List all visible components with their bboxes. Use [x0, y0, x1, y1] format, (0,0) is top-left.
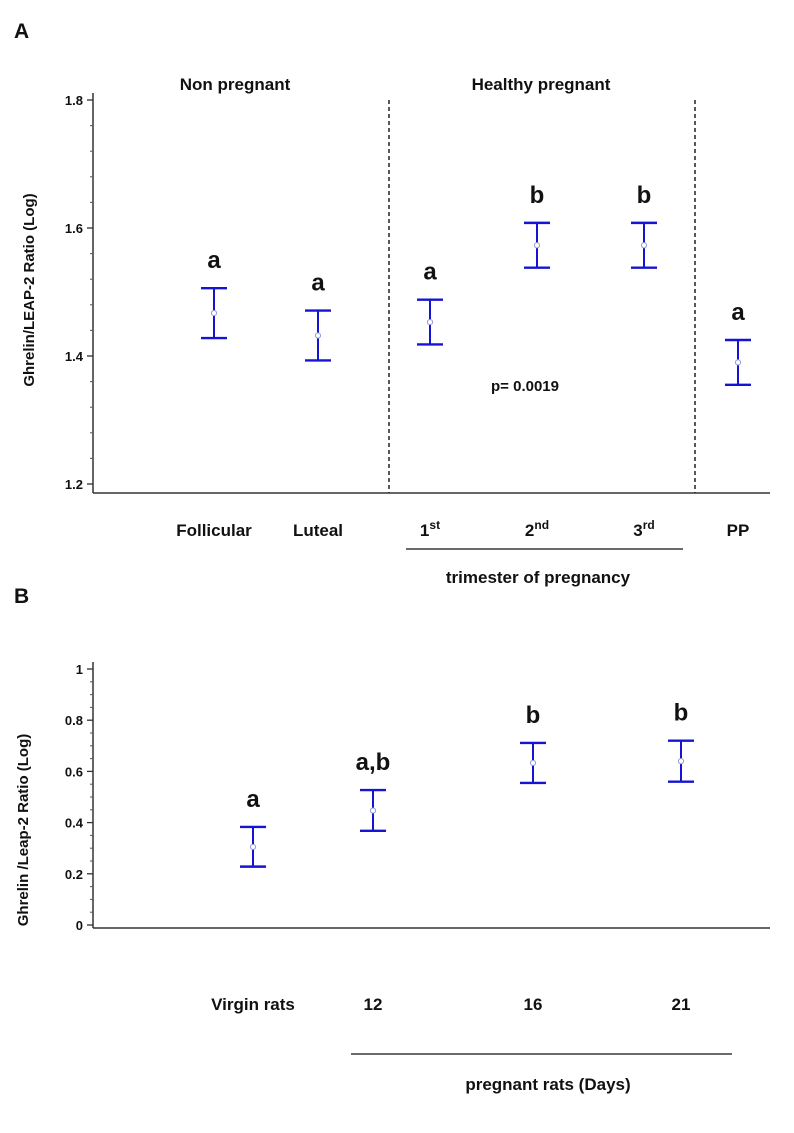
p-value-annotation: p= 0.0019 [491, 378, 559, 395]
y-tick-label: 1.8 [65, 93, 83, 108]
significance-letter: a [731, 299, 745, 326]
x-tick-label: Virgin rats [211, 995, 295, 1014]
y-tick-label: 1 [76, 662, 83, 677]
y-tick-label: 1.6 [65, 221, 83, 236]
significance-letter: a [207, 247, 221, 274]
mean-point [369, 807, 377, 814]
x-tick-label: 1st [420, 518, 440, 540]
panel-b-label: B [14, 585, 29, 608]
y-ticks-b: 0 0.2 0.4 0.6 0.8 1 [65, 662, 93, 933]
x-tick-label: Follicular [176, 521, 252, 540]
significance-letter: b [526, 702, 541, 729]
panel-a-label: A [14, 20, 29, 43]
panel-b: B Ghrelin /Leap-2 Ratio (Log) 0 0.2 0.4 0.6… [14, 585, 770, 1094]
x-tick-label: Luteal [293, 521, 343, 540]
panel-a: A Non pregnant Healthy pregnant Ghrelin/… [14, 20, 770, 587]
y-tick-label: 0.4 [65, 816, 84, 831]
mean-point [314, 332, 322, 339]
significance-letter: b [637, 182, 652, 209]
group-label-non-pregnant: Non pregnant [180, 75, 291, 94]
y-axis-label-b: Ghrelin /Leap-2 Ratio (Log) [15, 734, 32, 927]
mean-point [210, 310, 218, 317]
marks-b: a a,b b b [240, 700, 694, 868]
mean-point [249, 843, 257, 851]
significance-letter: a,b [356, 749, 391, 776]
y-tick-label: 0.6 [65, 764, 83, 779]
marks-a: a a a b b a [201, 182, 751, 386]
significance-letter: b [530, 182, 545, 209]
x-tick-labels-a: Follicular Luteal 1st 2nd 3rd PP [176, 518, 749, 540]
mean-point [533, 242, 541, 249]
pregnant-rats-bracket-label: pregnant rats (Days) [465, 1075, 630, 1094]
x-tick-label: 21 [672, 995, 691, 1014]
x-tick-labels-b: Virgin rats 12 16 21 [211, 995, 690, 1014]
y-tick-label: 1.4 [65, 349, 84, 364]
x-tick-label: 2nd [525, 518, 549, 540]
mean-point [640, 242, 648, 249]
significance-letter: a [311, 270, 325, 297]
group-label-healthy-pregnant: Healthy pregnant [472, 75, 611, 94]
x-tick-label: 12 [364, 995, 383, 1014]
y-tick-label: 0.2 [65, 867, 83, 882]
y-tick-label: 1.2 [65, 477, 83, 492]
significance-letter: a [246, 786, 260, 813]
y-tick-label: 0.8 [65, 713, 83, 728]
mean-point [529, 759, 537, 767]
y-tick-label: 0 [76, 918, 83, 933]
mean-point [426, 318, 434, 326]
x-tick-label: 3rd [633, 518, 654, 540]
x-tick-label: 16 [524, 995, 543, 1014]
significance-letter: b [674, 700, 689, 727]
mean-point [677, 758, 685, 765]
x-tick-label: PP [727, 521, 750, 540]
mean-point [734, 359, 742, 366]
y-axis-label-a: Ghrelin/LEAP-2 Ratio (Log) [21, 193, 38, 386]
trimester-bracket-label: trimester of pregnancy [446, 568, 631, 587]
significance-letter: a [423, 259, 437, 286]
y-ticks-a: 1.2 1.4 1.6 1.8 [65, 93, 93, 492]
